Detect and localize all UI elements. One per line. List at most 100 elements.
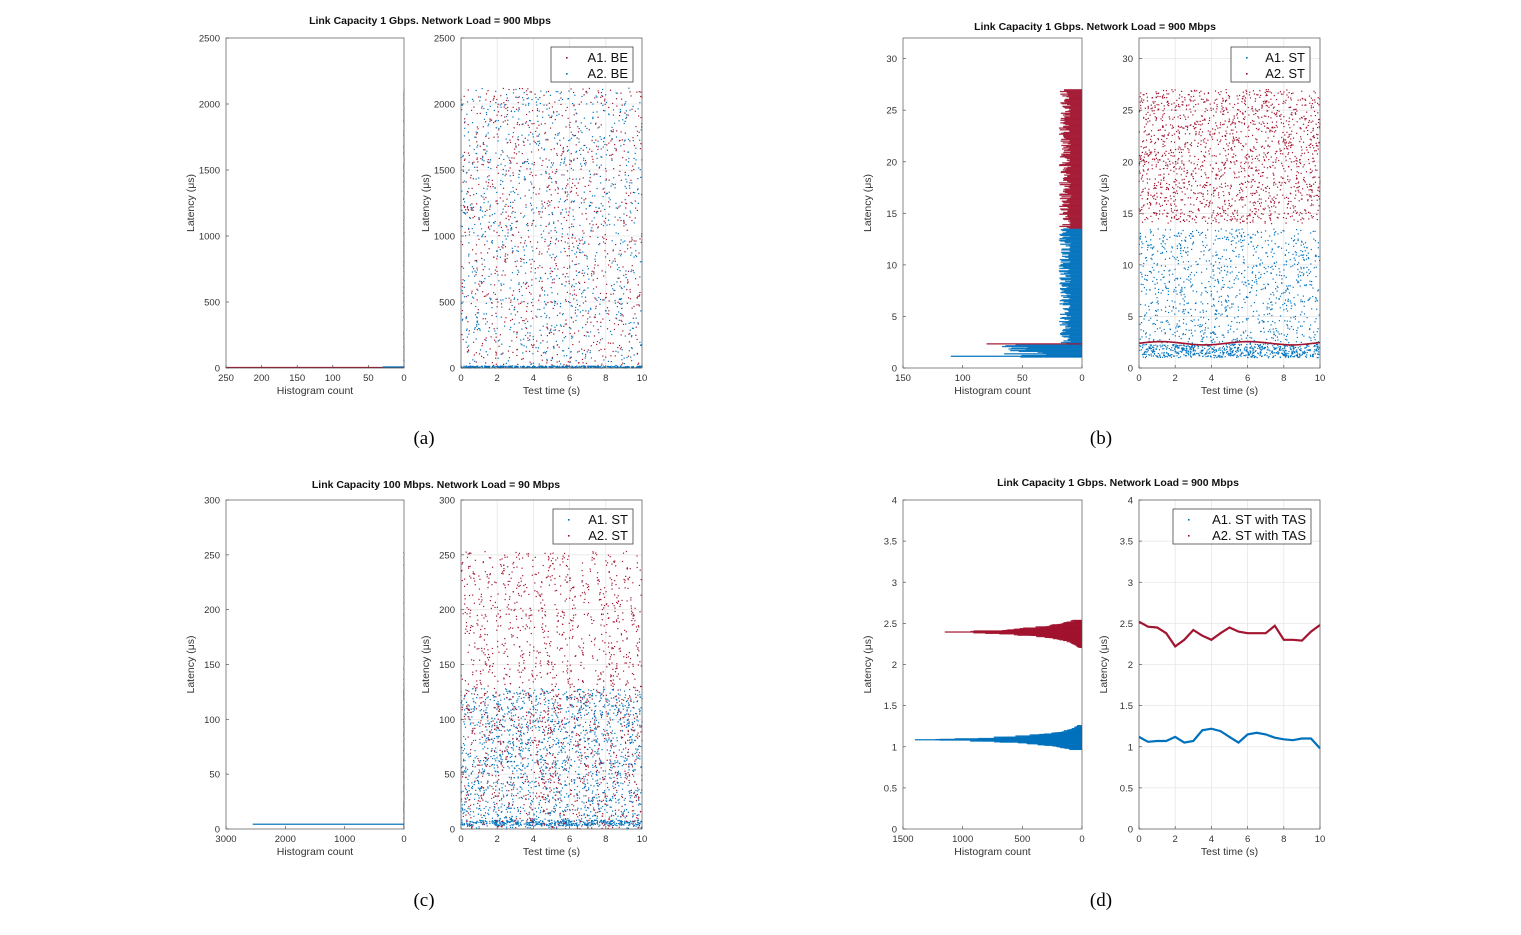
- data-point: [624, 123, 625, 124]
- data-point: [560, 212, 561, 213]
- data-point: [1148, 306, 1149, 307]
- data-point: [505, 225, 506, 226]
- data-point: [1234, 283, 1235, 284]
- data-point: [525, 195, 526, 196]
- data-point: [473, 297, 474, 298]
- data-point: [596, 165, 597, 166]
- data-point: [563, 148, 564, 149]
- data-point: [484, 259, 485, 260]
- data-point: [476, 147, 477, 148]
- histogram-frame: [903, 38, 1082, 368]
- data-point: [1281, 275, 1282, 276]
- data-point: [1149, 347, 1150, 348]
- data-point: [640, 148, 641, 149]
- data-point: [1294, 355, 1295, 356]
- data-point: [602, 216, 603, 217]
- data-point: [606, 284, 607, 285]
- data-point: [510, 202, 511, 203]
- data-point: [554, 268, 555, 269]
- data-point: [481, 164, 482, 165]
- data-point: [569, 246, 570, 247]
- data-point: [1303, 321, 1304, 322]
- data-point: [567, 255, 568, 256]
- data-point: [616, 136, 617, 137]
- data-point: [638, 323, 639, 324]
- data-point: [615, 355, 616, 356]
- data-point: [1202, 324, 1203, 325]
- data-point: [1145, 275, 1146, 276]
- data-point: [1224, 270, 1225, 271]
- data-point: [520, 166, 521, 167]
- data-point: [1183, 319, 1184, 320]
- data-point: [565, 110, 566, 111]
- data-point: [463, 205, 464, 206]
- data-point: [500, 164, 501, 165]
- y-tick-label: 2500: [199, 34, 220, 45]
- data-point: [539, 143, 540, 144]
- data-point: [528, 163, 529, 164]
- data-point: [549, 117, 550, 118]
- data-point: [1268, 357, 1269, 358]
- data-point: [528, 97, 529, 98]
- data-point: [1174, 314, 1175, 315]
- data-point: [600, 349, 601, 350]
- data-point: [1242, 249, 1243, 250]
- data-point: [539, 363, 540, 364]
- data-point: [611, 361, 612, 362]
- data-point: [611, 158, 612, 159]
- data-point: [1284, 320, 1285, 321]
- data-point: [559, 312, 560, 313]
- data-point: [486, 134, 487, 135]
- data-point: [488, 132, 489, 133]
- data-point: [516, 163, 517, 164]
- data-point: [497, 366, 498, 367]
- data-point: [1253, 316, 1254, 317]
- data-point: [626, 203, 627, 204]
- data-point: [503, 121, 504, 122]
- data-point: [1272, 292, 1273, 293]
- data-point: [1288, 244, 1289, 245]
- data-point: [544, 307, 545, 308]
- data-point: [580, 169, 581, 170]
- data-point: [531, 267, 532, 268]
- data-point: [589, 149, 590, 150]
- data-point: [1168, 312, 1169, 313]
- data-point: [596, 224, 597, 225]
- data-point: [625, 270, 626, 271]
- data-point: [1288, 252, 1289, 253]
- data-point: [1163, 247, 1164, 248]
- data-point: [1289, 328, 1290, 329]
- data-point: [548, 205, 549, 206]
- y-tick-label: 15: [886, 209, 897, 220]
- data-point: [1224, 348, 1225, 349]
- data-point: [518, 110, 519, 111]
- data-point: [1157, 251, 1158, 252]
- data-point: [498, 173, 499, 174]
- data-point: [1277, 351, 1278, 352]
- data-point: [472, 163, 473, 164]
- data-point: [605, 357, 606, 358]
- data-point: [635, 250, 636, 251]
- data-point: [1247, 357, 1248, 358]
- data-point: [1297, 294, 1298, 295]
- data-point: [1255, 277, 1256, 278]
- data-point: [526, 224, 527, 225]
- data-point: [1248, 355, 1249, 356]
- data-point: [529, 120, 530, 121]
- data-point: [1311, 308, 1312, 309]
- data-point: [555, 257, 556, 258]
- data-point: [1267, 256, 1268, 257]
- data-point: [578, 245, 579, 246]
- data-point: [1178, 263, 1179, 264]
- data-point: [578, 182, 579, 183]
- data-point: [503, 209, 504, 210]
- data-point: [510, 180, 511, 181]
- data-point: [514, 200, 515, 201]
- data-point: [1172, 256, 1173, 257]
- data-point: [613, 249, 614, 250]
- data-point: [515, 314, 516, 315]
- data-point: [561, 223, 562, 224]
- data-point: [532, 318, 533, 319]
- data-point: [516, 266, 517, 267]
- data-point: [506, 226, 507, 227]
